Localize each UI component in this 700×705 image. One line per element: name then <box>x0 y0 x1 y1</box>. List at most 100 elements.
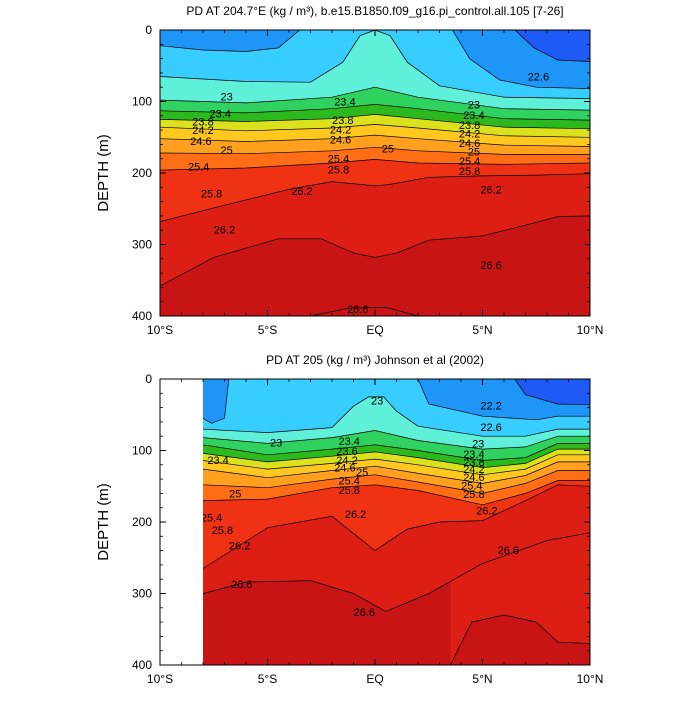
chart-title-top: PD AT 204.7°E (kg / m³), b.e15.B1850.f09… <box>186 4 564 18</box>
contour-label: 26.2 <box>476 506 497 518</box>
contour-line-25.4 <box>203 470 590 494</box>
contour-label: 23 <box>371 395 383 407</box>
contour-label: 24.6 <box>190 136 211 148</box>
contour-label: 23.8 <box>192 117 213 129</box>
contour-line-23.8 <box>203 443 590 461</box>
contour-label: 25.4 <box>459 156 480 168</box>
contour-line-22.6 <box>160 30 301 52</box>
contour-line-26.2 <box>160 173 590 222</box>
contour-line-26.6 <box>160 215 590 287</box>
x-tick-label: 5°N <box>472 323 492 337</box>
contour-label: 25 <box>356 467 368 479</box>
contour-label: 23.4 <box>338 436 359 448</box>
contour-label: 23 <box>472 438 484 450</box>
contour-line-23 <box>203 396 590 437</box>
contour-line-22.6 <box>203 379 230 424</box>
density-fill-22.2 <box>514 30 590 62</box>
contour-line-22.2 <box>514 30 590 62</box>
contour-line-24.2 <box>203 448 590 469</box>
contour-label: 23.8 <box>332 115 353 127</box>
contour-line-24.6 <box>203 454 590 476</box>
x-tick-label: EQ <box>366 323 383 337</box>
contour-label: 24.2 <box>336 455 357 467</box>
contour-line-23.8 <box>160 104 590 121</box>
density-fill-22.6 <box>160 30 300 52</box>
contour-label: 23.4 <box>207 455 228 467</box>
contour-label: 24.6 <box>459 138 480 150</box>
contour-line-26.6 <box>449 614 590 665</box>
contour-line-23 <box>160 30 590 99</box>
contour-label: 25.8 <box>338 485 359 497</box>
contour-label: 26.6 <box>347 304 368 316</box>
contour-label: 25.4 <box>188 162 209 174</box>
density-fill-26.6 <box>310 307 418 316</box>
contour-line-25 <box>160 134 590 147</box>
contour-label: 23.8 <box>459 120 480 132</box>
density-fill-22.6 <box>203 379 229 424</box>
contour-label: 24.2 <box>463 464 484 476</box>
contour-label: 24.6 <box>330 134 351 146</box>
x-tick-label: 10°N <box>577 672 604 686</box>
x-tick-label: 10°S <box>147 672 173 686</box>
contour-label: 23.4 <box>334 97 355 109</box>
x-tick-label: 5°N <box>472 672 492 686</box>
contour-label: 26.6 <box>231 579 252 591</box>
contour-line-22.6 <box>417 379 590 421</box>
x-tick-label: 5°S <box>258 323 277 337</box>
density-fill-22.2 <box>514 379 590 405</box>
contour-line-25 <box>203 461 590 484</box>
contour-label: 25.8 <box>459 166 480 178</box>
y-tick-label: 0 <box>145 23 152 37</box>
contour-label: 24.6 <box>463 472 484 484</box>
contour-label: 23 <box>220 92 232 104</box>
contour-label: 25.8 <box>212 525 233 537</box>
contour-label: 26.2 <box>345 509 366 521</box>
contour-label: 23.6 <box>336 446 357 458</box>
contour-label: 24.2 <box>192 125 213 137</box>
y-axis-label: DEPTH (m) <box>95 134 112 212</box>
y-axis-label: DEPTH (m) <box>95 483 112 561</box>
contour-label: 26.2 <box>291 186 312 198</box>
y-tick-label: 400 <box>132 658 152 672</box>
contour-label: 25.8 <box>463 489 484 501</box>
contour-line-23.4 <box>160 86 590 111</box>
contour-label: 23.8 <box>463 457 484 469</box>
contour-label: 25.4 <box>328 154 349 166</box>
contour-label: 26.2 <box>229 541 250 553</box>
contour-label: 23.4 <box>463 110 484 122</box>
contour-label: 25.4 <box>338 476 359 488</box>
contour-label: 26.2 <box>480 184 501 196</box>
contour-line-26.6 <box>310 307 419 316</box>
y-tick-label: 300 <box>132 587 152 601</box>
contour-label: 26.2 <box>214 225 235 237</box>
y-tick-label: 100 <box>132 95 152 109</box>
x-tick-label: 10°N <box>577 323 604 337</box>
y-tick-label: 100 <box>132 444 152 458</box>
contour-label: 26.6 <box>498 545 519 557</box>
contour-label: 25.8 <box>328 164 349 176</box>
y-tick-label: 200 <box>132 166 152 180</box>
contour-label: 25 <box>229 488 241 500</box>
contour-line-25.8 <box>203 480 590 506</box>
y-tick-label: 0 <box>145 372 152 386</box>
contour-label: 25 <box>220 145 232 157</box>
contour-label: 24.6 <box>334 463 355 475</box>
x-tick-label: EQ <box>366 672 383 686</box>
contour-line-24.2 <box>160 114 590 130</box>
contour-line-25.8 <box>160 159 590 171</box>
contour-line-26.6 <box>203 532 590 612</box>
y-tick-label: 200 <box>132 515 152 529</box>
contour-label: 22.6 <box>528 72 549 84</box>
contour-line-23.4 <box>203 430 590 450</box>
contour-label: 26.6 <box>354 607 375 619</box>
contour-label: 23 <box>270 438 282 450</box>
x-tick-label: 5°S <box>258 672 277 686</box>
contour-line-24.6 <box>160 124 590 138</box>
chart-title-bottom: PD AT 205 (kg / m³) Johnson et al (2002) <box>266 353 484 367</box>
contour-label: 24.2 <box>330 124 351 136</box>
contour-label: 25 <box>382 144 394 156</box>
contour-label: 23 <box>468 99 480 111</box>
contour-label: 25.4 <box>461 481 482 493</box>
